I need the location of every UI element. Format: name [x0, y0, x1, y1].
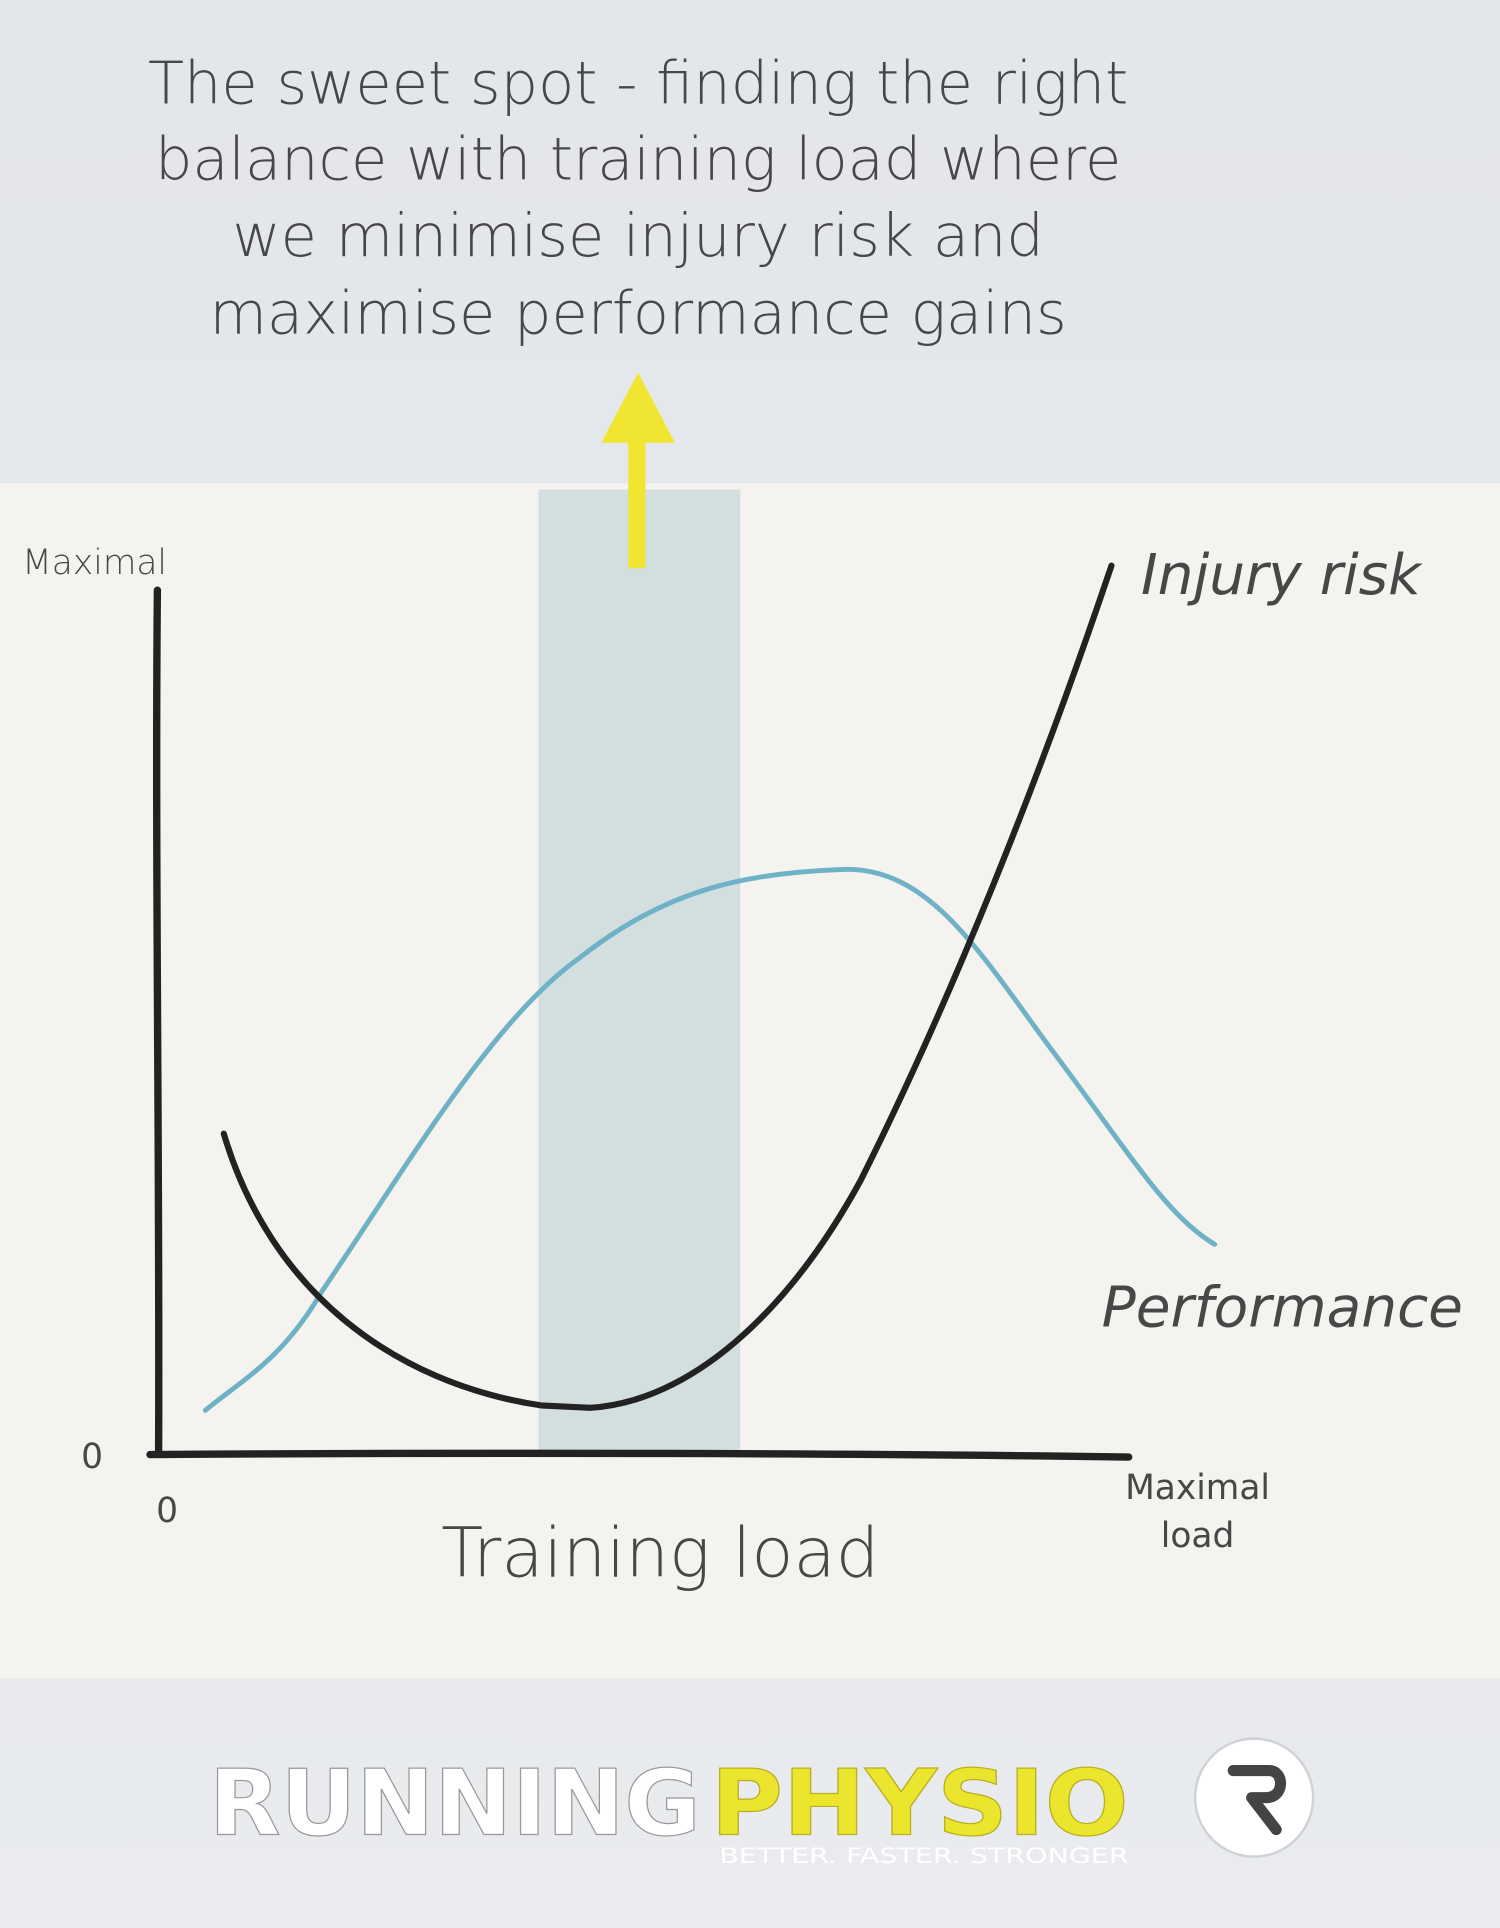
- title-line: The sweet spot - finding the right: [148, 48, 1128, 117]
- logo-physio: PHYSIO: [711, 1751, 1129, 1856]
- x-axis-title: Training load: [441, 1513, 879, 1593]
- title-line: balance with training load where: [155, 125, 1121, 194]
- x-axis-zero-label: 0: [156, 1491, 178, 1531]
- performance-label: Performance: [1102, 1276, 1463, 1341]
- y-axis: [152, 586, 163, 1455]
- title-line: we minimise injury risk and: [232, 201, 1043, 270]
- arrow-head: [601, 372, 675, 443]
- logo-tagline: BETTER. FASTER. STRONGER: [719, 1844, 1128, 1868]
- y-axis-top-label: Maximal: [22, 543, 167, 583]
- x-axis-end-label: Maximal: [1125, 1468, 1270, 1508]
- injury-curve: [220, 562, 1115, 1411]
- logo-badge-mark: [1227, 1765, 1287, 1836]
- title-line: maximise performance gains: [209, 278, 1066, 347]
- arrow: [601, 372, 675, 569]
- logo-running: RUNNING: [209, 1751, 701, 1856]
- chart-panel: [0, 483, 1500, 1679]
- x-axis-end-label: load: [1161, 1516, 1235, 1556]
- y-axis-zero-label: 0: [81, 1437, 103, 1477]
- x-axis: [146, 1449, 1133, 1461]
- logo: RUNNING PHYSIO BETTER. FASTER. STRONGER: [208, 1737, 1315, 1868]
- performance-curve: [202, 866, 1218, 1413]
- injury-label: Injury risk: [1141, 543, 1423, 608]
- title: The sweet spot - finding the right balan…: [148, 48, 1128, 347]
- sweet-spot-band: [538, 489, 741, 1454]
